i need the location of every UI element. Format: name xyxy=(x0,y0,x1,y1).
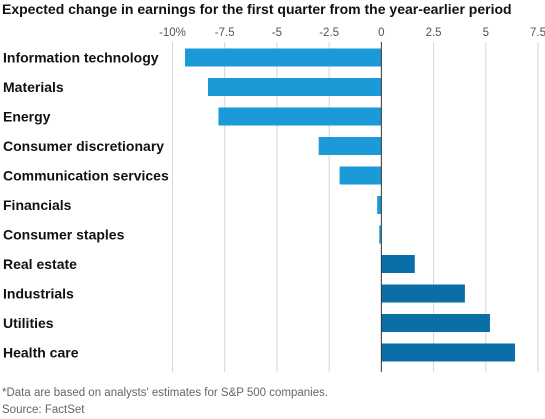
category-label: Information technology xyxy=(3,50,159,66)
bar xyxy=(339,166,382,185)
chart-title: Expected change in earnings for the firs… xyxy=(2,1,512,17)
category-label: Consumer discretionary xyxy=(3,138,164,154)
x-tick-label: 2.5 xyxy=(426,27,442,39)
x-tick-label: 5 xyxy=(483,27,489,39)
category-label: Health care xyxy=(3,345,79,361)
bar xyxy=(377,196,382,214)
category-label: Materials xyxy=(3,79,64,95)
x-tick-label: -7.5 xyxy=(215,27,235,39)
bar-chart: -10% -7.5 -5 -2.5 0 2.5 5 7.5 Information techno… xyxy=(3,27,545,372)
source-note: Source: FactSet xyxy=(2,404,85,416)
bar xyxy=(381,343,516,362)
x-tick-label: 0 xyxy=(378,27,384,39)
category-label: Energy xyxy=(3,109,51,125)
x-tick-label: -10% xyxy=(159,27,186,39)
x-tick-label: 7.5 xyxy=(530,27,545,39)
category-label: Industrials xyxy=(3,286,74,302)
bar xyxy=(218,107,382,126)
category-label: Financials xyxy=(3,197,72,213)
x-tick-label: -5 xyxy=(272,27,282,39)
bar xyxy=(185,48,382,67)
bar xyxy=(381,255,415,273)
category-label: Consumer staples xyxy=(3,227,125,243)
footnote: *Data are based on analysts' estimates f… xyxy=(2,387,329,399)
bar xyxy=(318,137,382,155)
bar xyxy=(381,314,490,332)
category-label: Real estate xyxy=(3,256,77,272)
bar xyxy=(381,284,465,303)
category-label: Utilities xyxy=(3,315,54,331)
x-tick-label: -2.5 xyxy=(319,27,339,39)
category-label: Communication services xyxy=(3,168,169,184)
bar xyxy=(379,225,382,244)
bar xyxy=(208,78,382,96)
